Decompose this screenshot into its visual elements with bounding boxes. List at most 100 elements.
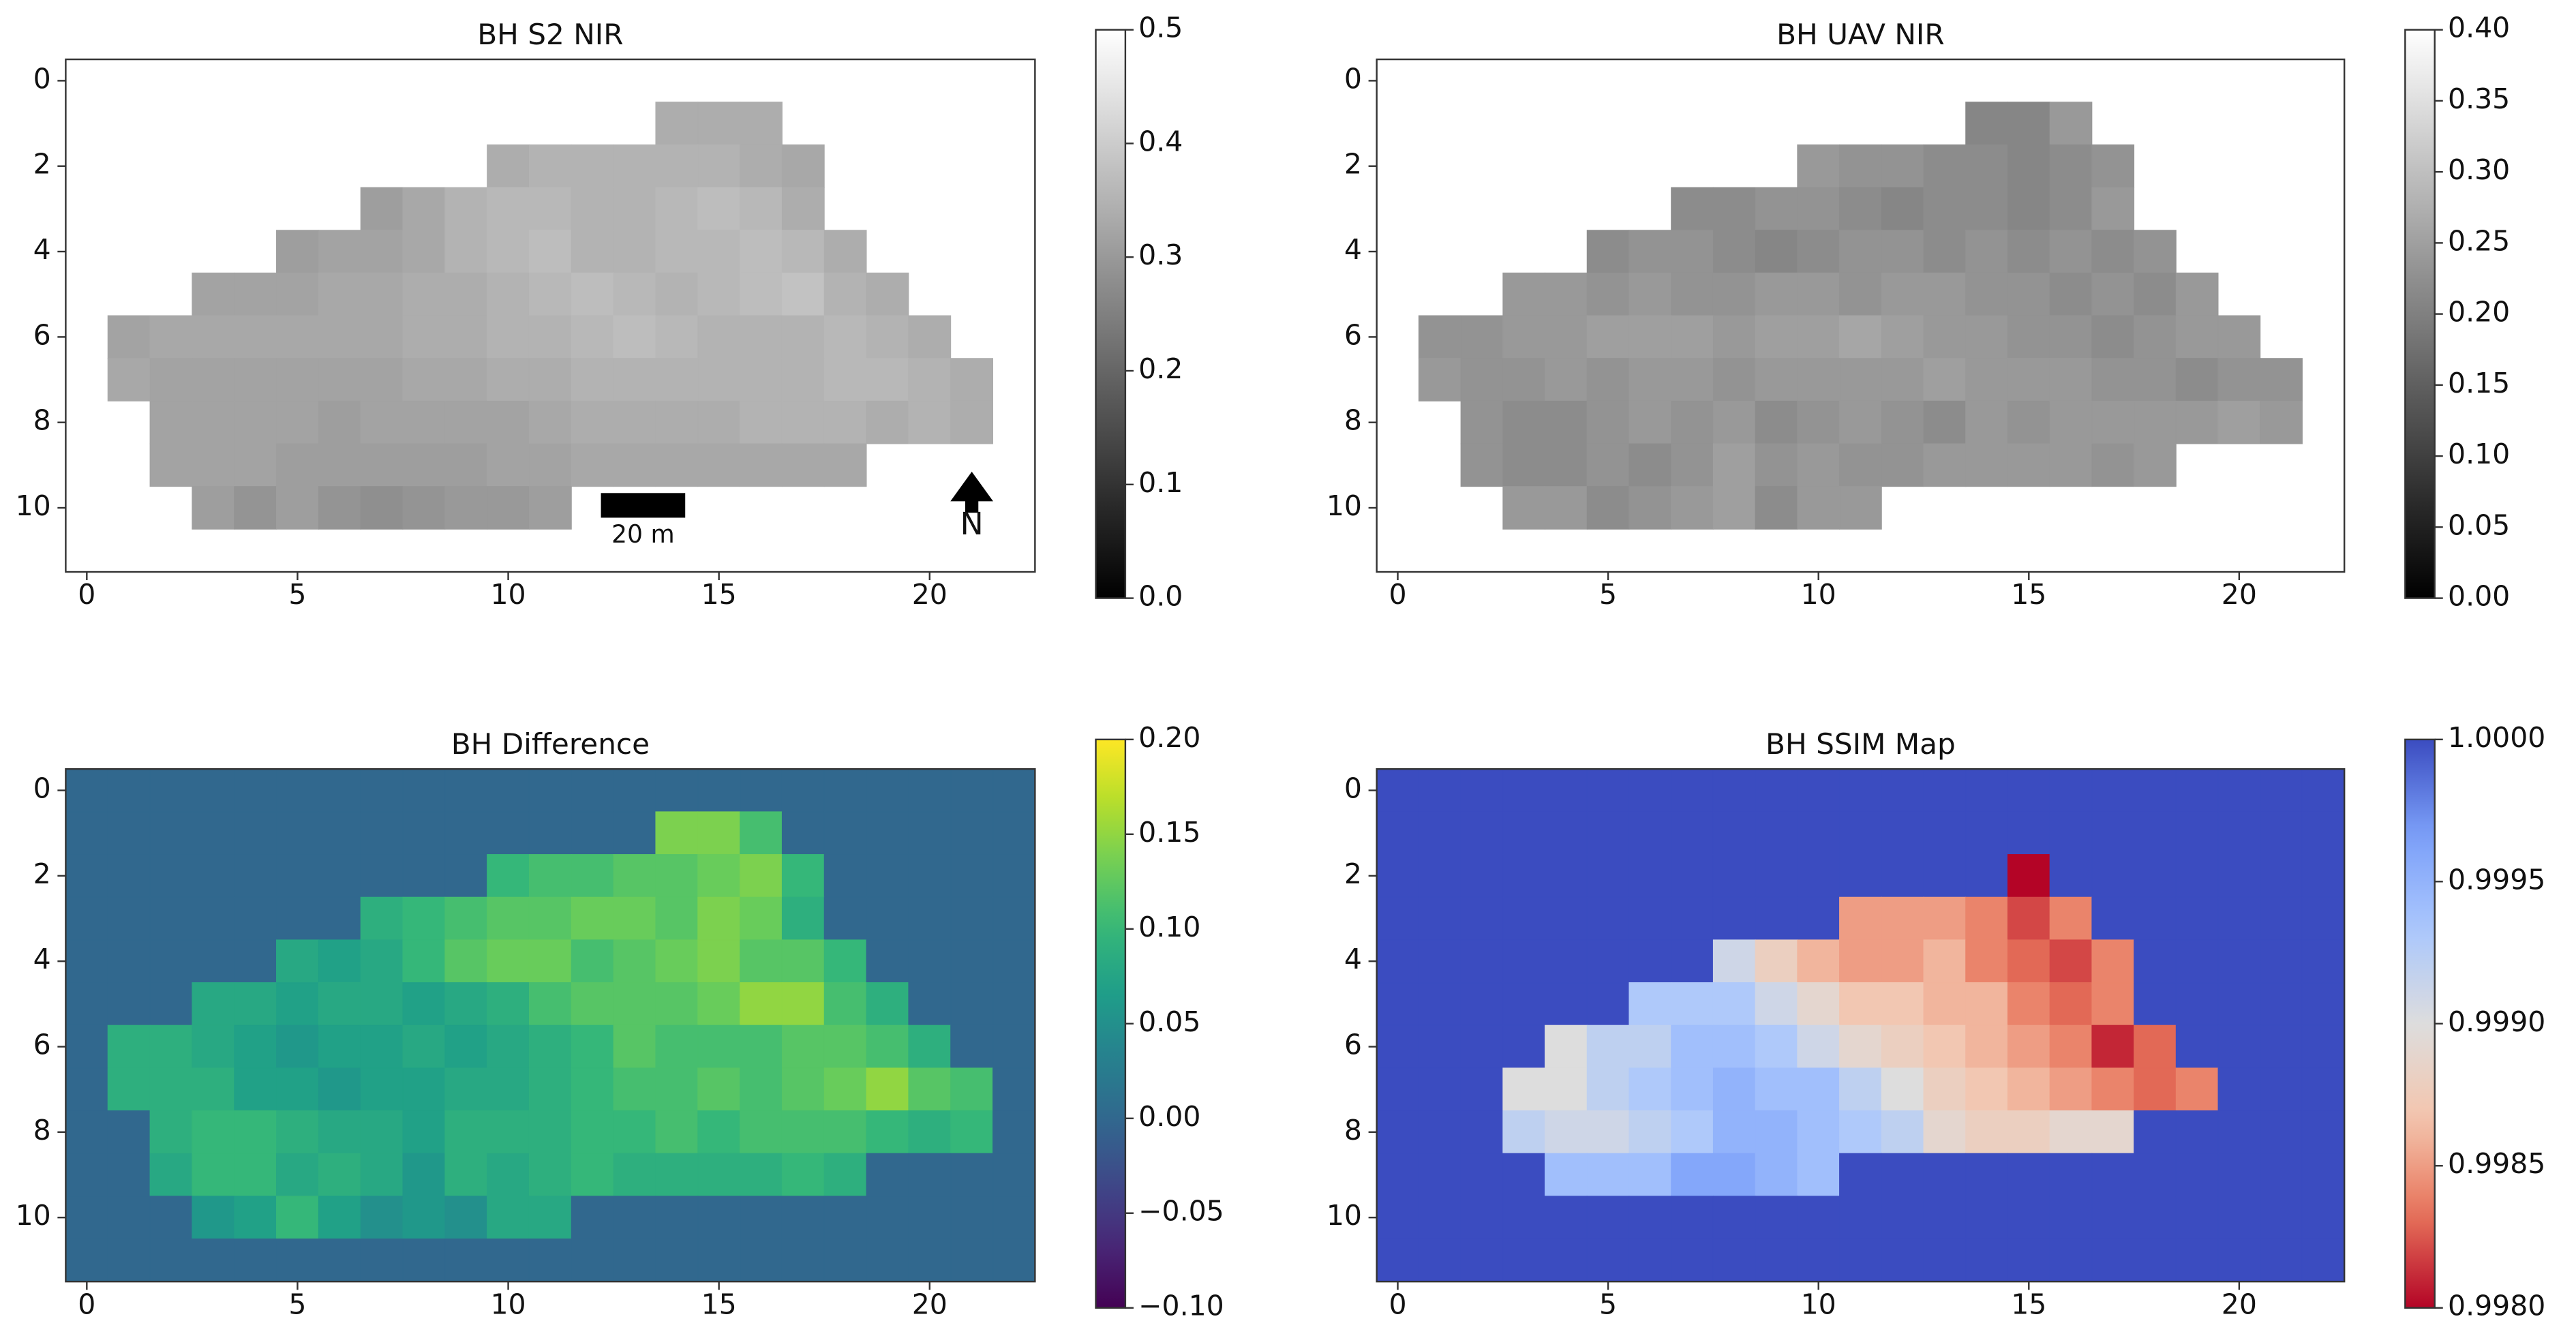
heatmap-cell: [2175, 896, 2219, 941]
heatmap-cell: [950, 982, 994, 1026]
x-tick-label: 10: [1801, 578, 1836, 611]
heatmap-cell: [276, 272, 319, 316]
heatmap-cell: [571, 768, 614, 813]
heatmap-cell: [107, 1196, 151, 1239]
heatmap-cell: [823, 1196, 867, 1239]
heatmap-cell: [444, 896, 488, 941]
heatmap-cell: [107, 1153, 151, 1197]
heatmap-cell: [1755, 486, 1798, 530]
heatmap-cell: [1628, 443, 1672, 487]
heatmap-cell: [2049, 1110, 2093, 1154]
heatmap-cell: [1628, 315, 1672, 359]
x-tick-label: 5: [1599, 1288, 1617, 1320]
heatmap-cell: [528, 358, 572, 401]
y-tick-label: 8: [33, 404, 51, 437]
heatmap-cell: [571, 358, 614, 401]
heatmap-cell: [2049, 1153, 2093, 1197]
y-tick-label: 10: [1327, 1199, 1362, 1232]
heatmap-cell: [1671, 896, 1714, 941]
heatmap-cell: [234, 811, 277, 855]
heatmap-cell: [740, 358, 783, 401]
heatmap-cell: [2049, 315, 2093, 359]
heatmap-cell: [2049, 854, 2093, 898]
y-tick-label: 6: [1344, 318, 1362, 351]
heatmap-cell: [1881, 768, 1924, 813]
heatmap-cell: [528, 896, 572, 941]
heatmap-cell: [1712, 768, 1756, 813]
heatmap-cell: [2091, 1239, 2135, 1282]
colorbar-tick-label: 0.15: [1138, 816, 1200, 849]
heatmap-cell: [1671, 486, 1714, 530]
heatmap-cell: [65, 896, 108, 941]
heatmap-cell: [276, 1067, 319, 1111]
heatmap-cell: [2175, 1239, 2219, 1282]
heatmap-cell: [950, 811, 994, 855]
heatmap-cell: [697, 400, 741, 444]
heatmap-cell: [2007, 400, 2050, 444]
heatmap-cell: [1545, 272, 1588, 316]
heatmap-cell: [149, 982, 193, 1026]
heatmap-cell: [781, 400, 825, 444]
heatmap-cell: [1502, 896, 1546, 941]
heatmap-cell: [487, 230, 530, 273]
heatmap-cell: [65, 939, 108, 984]
heatmap-cell: [402, 896, 446, 941]
heatmap-cell: [2134, 315, 2177, 359]
heatmap-cell: [2007, 768, 2050, 813]
heatmap-cell: [487, 144, 530, 188]
heatmap-cell: [1376, 1067, 1419, 1111]
heatmap-cell: [1502, 358, 1546, 401]
heatmap-cell: [655, 315, 699, 359]
heatmap-cell: [613, 854, 656, 898]
heatmap-cell: [402, 1239, 446, 1282]
colorbar: [1095, 738, 1127, 1309]
heatmap-cell: [2260, 1024, 2303, 1069]
heatmap-cell: [2175, 811, 2219, 855]
heatmap-cell: [697, 982, 741, 1026]
heatmap-cell: [823, 854, 867, 898]
heatmap-cell: [1797, 187, 1840, 231]
heatmap-cell: [2007, 939, 2050, 984]
heatmap-cell: [2007, 1067, 2050, 1111]
colorbar-tick-label: 0.10: [1138, 911, 1200, 943]
heatmap-cell: [234, 1110, 277, 1154]
heatmap-cell: [1965, 854, 2008, 898]
heatmap-cell: [1965, 1110, 2008, 1154]
heatmap-cell: [2091, 187, 2135, 231]
heatmap-cell: [697, 811, 741, 855]
heatmap-cell: [1881, 1239, 1924, 1282]
heatmap-cell: [2091, 982, 2135, 1026]
heatmap-cell: [613, 1239, 656, 1282]
heatmap-cell: [360, 1153, 404, 1197]
heatmap-cell: [740, 811, 783, 855]
heatmap-cell: [1881, 1024, 1924, 1069]
heatmap-cell: [1797, 811, 1840, 855]
heatmap-cell: [1628, 854, 1672, 898]
heatmap-cell: [1965, 1196, 2008, 1239]
heatmap-cell: [360, 811, 404, 855]
heatmap-cell: [2091, 768, 2135, 813]
heatmap-cell: [107, 315, 151, 359]
heatmap-cell: [1460, 896, 1504, 941]
heatmap-cell: [1418, 1024, 1461, 1069]
heatmap-cell: [2049, 230, 2093, 273]
heatmap-cell: [234, 443, 277, 487]
heatmap-cell: [234, 1196, 277, 1239]
heatmap-cell: [1965, 187, 2008, 231]
heatmap-cell: [1671, 1196, 1714, 1239]
heatmap-cell: [192, 315, 235, 359]
heatmap-cell: [1418, 939, 1461, 984]
heatmap-cell: [1671, 811, 1714, 855]
heatmap-cell: [528, 1110, 572, 1154]
heatmap-cell: [402, 400, 446, 444]
heatmap-cell: [992, 854, 1035, 898]
heatmap-cell: [318, 1024, 361, 1069]
heatmap-cell: [528, 811, 572, 855]
heatmap-cell: [360, 443, 404, 487]
heatmap-cell: [1797, 400, 1840, 444]
heatmap-cell: [781, 1239, 825, 1282]
heatmap-cell: [1418, 315, 1461, 359]
heatmap-cell: [2301, 1153, 2345, 1197]
y-tick-label: 4: [1344, 943, 1362, 975]
heatmap-cell: [655, 1067, 699, 1111]
